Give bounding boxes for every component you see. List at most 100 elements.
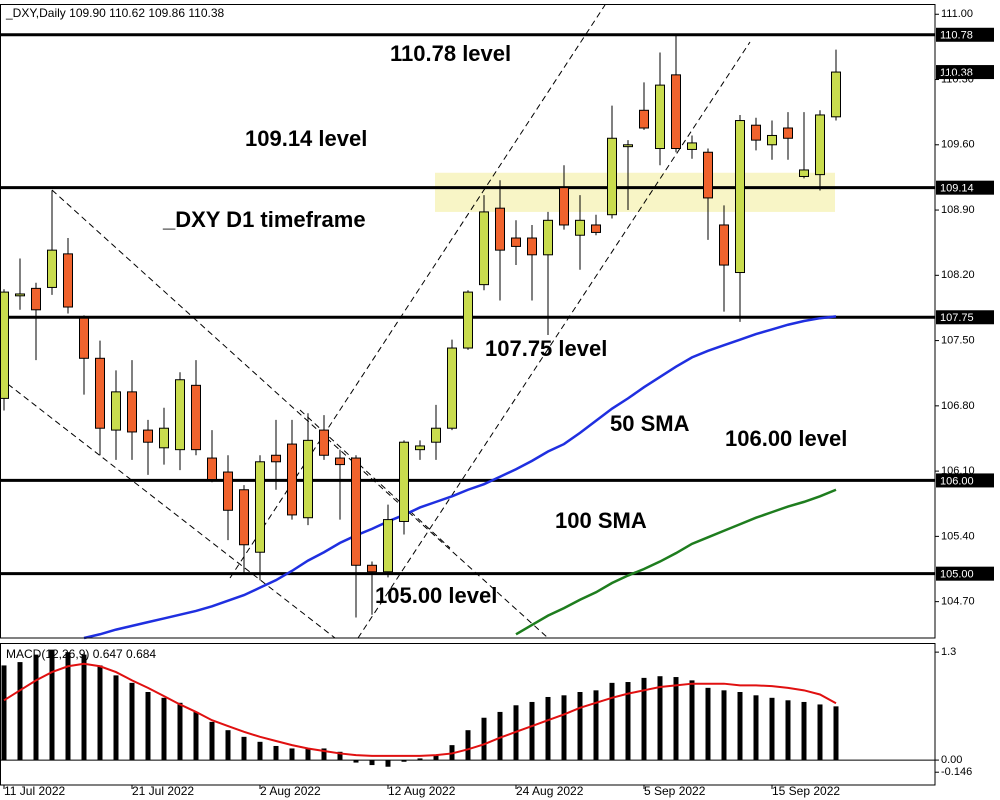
level-tag bbox=[936, 27, 994, 42]
macd-bar bbox=[305, 748, 311, 761]
macd-bar bbox=[641, 677, 647, 761]
level-tag bbox=[936, 473, 994, 488]
candle-body bbox=[479, 211, 489, 286]
annotation: 106.00 level bbox=[725, 426, 847, 451]
macd-bar bbox=[353, 760, 359, 763]
macd-bar bbox=[17, 662, 23, 761]
candle-body bbox=[623, 144, 633, 148]
zone bbox=[435, 172, 835, 212]
macd-bar bbox=[129, 682, 135, 761]
candle-body bbox=[655, 84, 665, 150]
candle-body bbox=[303, 439, 313, 519]
x-tick-label: 12 Aug 2022 bbox=[388, 784, 456, 798]
candle-body bbox=[63, 253, 73, 308]
macd-bar bbox=[161, 697, 167, 761]
candle-body bbox=[31, 287, 41, 311]
macd-bar bbox=[225, 730, 231, 761]
x-tick-label: 24 Aug 2022 bbox=[516, 784, 584, 798]
macd-bar bbox=[497, 711, 503, 761]
candle-body bbox=[95, 357, 105, 429]
macd-bar bbox=[769, 697, 775, 761]
level-tag bbox=[936, 310, 994, 325]
chart-title: _DXY,Daily 109.90 110.62 109.86 110.38 bbox=[5, 6, 225, 20]
candle-body bbox=[191, 384, 201, 451]
level-tag-label: 109.14 bbox=[940, 183, 974, 195]
y-tick-label: 104.70 bbox=[941, 596, 975, 608]
candle-body bbox=[143, 429, 153, 443]
candle-body bbox=[607, 137, 617, 216]
level-tag bbox=[936, 180, 994, 195]
macd-bar bbox=[97, 665, 103, 761]
candle-body bbox=[719, 224, 729, 266]
macd-bar bbox=[385, 760, 391, 767]
series-label: 50 SMA bbox=[610, 411, 690, 436]
overlay bbox=[0, 33, 935, 640]
macd-bar bbox=[289, 748, 295, 761]
macd-bar bbox=[401, 760, 407, 762]
candle-body bbox=[463, 291, 473, 349]
macd-bar bbox=[1, 665, 7, 761]
x-tick-label: 15 Sep 2022 bbox=[772, 784, 840, 798]
macd-bar bbox=[433, 755, 439, 761]
macd-plot bbox=[0, 649, 935, 767]
candle-body bbox=[79, 317, 89, 359]
candle-body bbox=[319, 429, 329, 456]
main-plot bbox=[435, 172, 835, 212]
candle-body bbox=[575, 219, 585, 236]
macd-bar bbox=[145, 691, 151, 761]
macd-bar bbox=[321, 748, 327, 761]
candle-body bbox=[127, 391, 137, 433]
candle-body bbox=[15, 293, 25, 297]
annotation: 110.78 level bbox=[390, 41, 511, 66]
candle-body bbox=[271, 454, 281, 463]
y-tick-label: 106.80 bbox=[941, 400, 975, 412]
macd-bar bbox=[545, 696, 551, 761]
trendline bbox=[0, 377, 336, 638]
y-tick-label: 108.90 bbox=[941, 204, 975, 216]
macd-bar bbox=[369, 760, 375, 766]
candle-body bbox=[783, 127, 793, 139]
macd-bar bbox=[593, 690, 599, 761]
level-tag-label: 105.00 bbox=[940, 569, 974, 581]
macd-bar bbox=[273, 745, 279, 761]
annotation: _DXY D1 timeframe bbox=[162, 207, 366, 232]
main-frame bbox=[0, 4, 936, 639]
y-tick-label: 0.00 bbox=[941, 754, 962, 766]
macd-bar bbox=[257, 741, 263, 761]
candle-body bbox=[767, 134, 777, 146]
macd-bar bbox=[785, 700, 791, 761]
annotation: 109.14 level bbox=[245, 126, 367, 151]
macd-bar bbox=[657, 676, 663, 761]
annotation: 105.00 level bbox=[375, 583, 497, 608]
candle-body bbox=[559, 187, 569, 226]
macd-bar bbox=[465, 730, 471, 761]
candle-body bbox=[815, 114, 825, 176]
candle-body bbox=[511, 237, 521, 247]
sma-line bbox=[515, 488, 837, 636]
macd-bar bbox=[49, 649, 55, 761]
candle-body bbox=[751, 124, 761, 141]
macd-bar bbox=[33, 654, 39, 761]
candle-body bbox=[415, 445, 425, 451]
candle-body bbox=[207, 457, 217, 480]
signal-line bbox=[3, 662, 837, 757]
level-tag bbox=[936, 566, 994, 581]
macd-bar bbox=[833, 706, 839, 761]
candle-body bbox=[735, 120, 745, 274]
macd-bar bbox=[337, 751, 343, 761]
candle-body bbox=[239, 489, 249, 546]
macd-bar bbox=[801, 701, 807, 761]
axes: 110.78 109.14 107.75 106.00 105.00 110.38 111.… bbox=[3, 8, 994, 798]
macd-bar bbox=[689, 680, 695, 761]
candle-body bbox=[159, 427, 169, 449]
macd-bar bbox=[737, 691, 743, 761]
sma-line bbox=[83, 315, 837, 640]
y-tick-label: 106.10 bbox=[941, 465, 975, 477]
candle-body bbox=[527, 237, 537, 256]
candle-body bbox=[47, 249, 57, 288]
candle-body bbox=[351, 457, 361, 566]
annotations: 110.78 level 109.14 level _DXY D1 timefr… bbox=[162, 41, 847, 608]
y-tick-label: 105.40 bbox=[941, 530, 975, 542]
